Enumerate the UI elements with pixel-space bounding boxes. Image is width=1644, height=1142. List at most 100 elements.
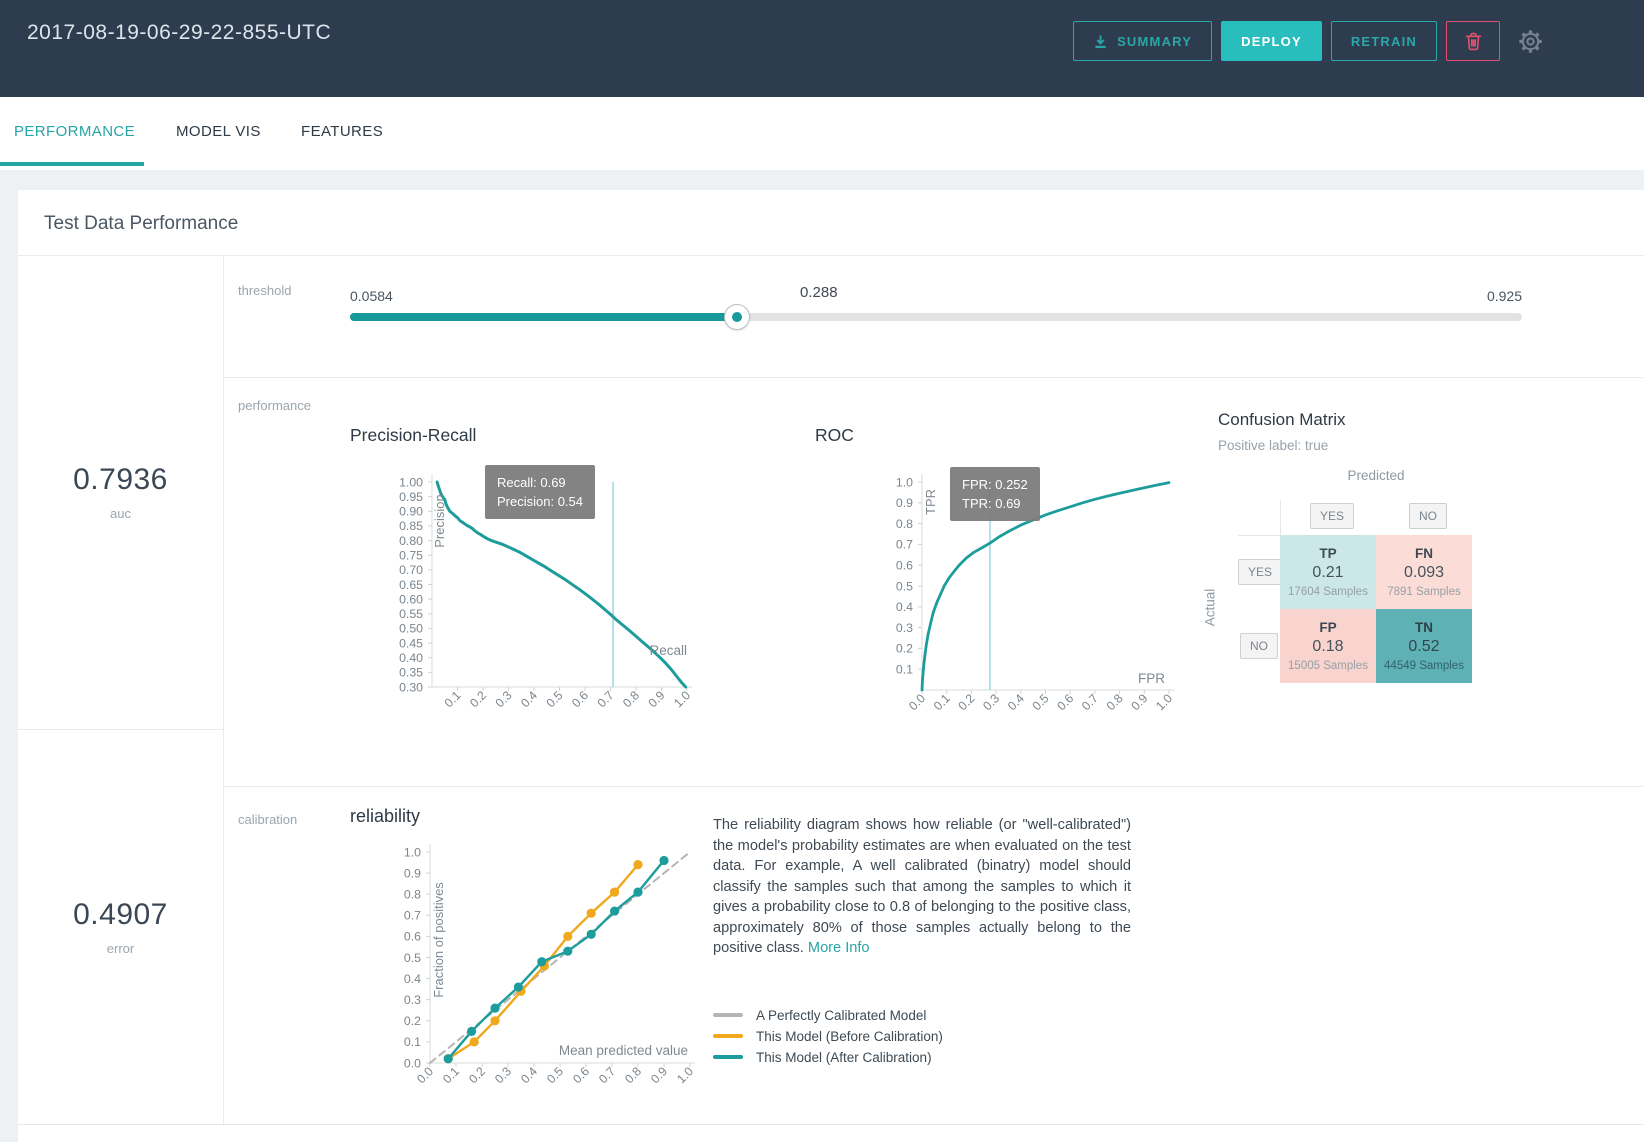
threshold-section-label: threshold xyxy=(238,283,292,298)
svg-text:0.6: 0.6 xyxy=(896,559,913,573)
svg-text:0.3: 0.3 xyxy=(404,993,421,1007)
roc-plot[interactable]: 1.0 0.9 0.8 0.7 0.6 0.5 0.4 0.3 0.2 0.1 0.0 0.1 0.2 0… xyxy=(795,455,1195,755)
svg-text:1.0: 1.0 xyxy=(671,688,693,710)
svg-text:0.30: 0.30 xyxy=(399,680,423,694)
reliability-chart: 1.0 0.9 0.8 0.7 0.6 0.5 0.4 0.3 0.2 0.1 0.0 0.0 0.1 0… xyxy=(330,838,730,1118)
svg-text:1.0: 1.0 xyxy=(674,1064,696,1086)
svg-text:0.5: 0.5 xyxy=(896,579,913,593)
svg-text:1.0: 1.0 xyxy=(1153,691,1175,713)
active-tab-underline xyxy=(0,162,144,166)
header-actions: SUMMARY DEPLOY RETRAIN xyxy=(1073,21,1544,61)
svg-text:Fraction of positives: Fraction of positives xyxy=(431,882,446,998)
svg-text:0.9: 0.9 xyxy=(646,688,668,710)
svg-text:Mean predicted value: Mean predicted value xyxy=(559,1043,688,1058)
svg-text:0.6: 0.6 xyxy=(404,930,421,944)
reliability-plot[interactable]: 1.0 0.9 0.8 0.7 0.6 0.5 0.4 0.3 0.2 0.1 0.0 0.0 0.1 0… xyxy=(330,838,730,1123)
svg-text:0.2: 0.2 xyxy=(896,642,913,656)
svg-text:0.70: 0.70 xyxy=(399,563,423,577)
trash-icon xyxy=(1464,31,1483,52)
svg-text:0.2: 0.2 xyxy=(467,688,489,710)
svg-text:0.9: 0.9 xyxy=(648,1064,670,1086)
auc-label: auc xyxy=(110,506,131,521)
svg-text:0.8: 0.8 xyxy=(404,888,421,902)
legend-item: A Perfectly Calibrated Model xyxy=(713,1008,943,1023)
predicted-axis-label: Predicted xyxy=(1347,468,1405,483)
threshold-min-label: 0.0584 xyxy=(350,288,393,304)
svg-text:0.1: 0.1 xyxy=(442,688,464,710)
actual-axis-label: Actual xyxy=(1202,588,1218,627)
threshold-value-label: 0.288 xyxy=(800,284,838,301)
svg-text:0.9: 0.9 xyxy=(1128,691,1150,713)
svg-text:0.35: 0.35 xyxy=(399,666,423,680)
svg-text:0.3: 0.3 xyxy=(493,688,515,710)
svg-text:0.0: 0.0 xyxy=(404,1056,421,1070)
precision-recall-chart: Precision-Recall 1.00 0.95 0.90 0.85 0.80 0.7… xyxy=(335,425,705,755)
svg-text:0.7: 0.7 xyxy=(404,909,421,923)
svg-text:0.2: 0.2 xyxy=(466,1064,488,1086)
svg-text:0.8: 0.8 xyxy=(620,688,642,710)
svg-text:1.0: 1.0 xyxy=(404,845,421,859)
positive-label-subtitle: Positive label: true xyxy=(1218,438,1329,453)
divider xyxy=(224,377,1644,378)
svg-text:0.6: 0.6 xyxy=(570,1064,592,1086)
svg-text:0.7: 0.7 xyxy=(596,1064,618,1086)
svg-text:0.4: 0.4 xyxy=(518,1064,540,1086)
reliability-chart-title: reliability xyxy=(350,806,421,826)
tab-performance[interactable]: PERFORMANCE xyxy=(14,123,136,140)
tab-features[interactable]: FEATURES xyxy=(301,123,384,140)
svg-text:0.5: 0.5 xyxy=(544,688,566,710)
svg-text:0.0: 0.0 xyxy=(906,691,928,713)
svg-text:0.45: 0.45 xyxy=(399,636,423,650)
precision-recall-tooltip: Recall: 0.69 Precision: 0.54 xyxy=(485,465,595,519)
gear-icon xyxy=(1517,28,1544,55)
roc-chart-title: ROC xyxy=(815,425,854,445)
svg-text:0.4: 0.4 xyxy=(896,600,913,614)
svg-text:0.4: 0.4 xyxy=(518,688,540,710)
threshold-slider[interactable] xyxy=(350,304,1522,330)
svg-text:0.60: 0.60 xyxy=(399,592,423,606)
svg-text:0.2: 0.2 xyxy=(956,691,978,713)
svg-text:TPR: TPR xyxy=(923,489,938,515)
delete-button[interactable] xyxy=(1446,21,1500,61)
tab-model-vis[interactable]: MODEL VIS xyxy=(176,123,261,140)
model-run-title: 2017-08-19-06-29-22-855-UTC xyxy=(27,21,332,44)
svg-text:0.7: 0.7 xyxy=(896,538,913,552)
svg-text:FPR: FPR xyxy=(1138,671,1165,686)
reliability-description: The reliability diagram shows how reliab… xyxy=(713,817,1131,956)
svg-text:0.1: 0.1 xyxy=(931,691,953,713)
svg-text:0.7: 0.7 xyxy=(595,688,617,710)
svg-text:0.9: 0.9 xyxy=(404,866,421,880)
threshold-slider-handle[interactable] xyxy=(723,304,750,330)
svg-text:0.5: 0.5 xyxy=(544,1064,566,1086)
svg-text:0.1: 0.1 xyxy=(440,1064,462,1086)
deploy-button[interactable]: DEPLOY xyxy=(1221,21,1322,61)
svg-text:1.0: 1.0 xyxy=(896,475,913,489)
more-info-link[interactable]: More Info xyxy=(807,940,870,956)
settings-button[interactable] xyxy=(1509,28,1544,55)
card-title: Test Data Performance xyxy=(44,213,239,234)
tn-cell: TN 0.52 44549 Samples xyxy=(1376,609,1472,683)
header-bar: 2017-08-19-06-29-22-855-UTC SUMMARY DEPL… xyxy=(0,0,1644,97)
summary-button[interactable]: SUMMARY xyxy=(1073,21,1213,61)
svg-text:0.55: 0.55 xyxy=(399,607,423,621)
svg-text:0.85: 0.85 xyxy=(399,519,423,533)
divider xyxy=(18,255,1644,256)
calibration-section-label: calibration xyxy=(238,812,298,827)
svg-text:0.9: 0.9 xyxy=(896,496,913,510)
roc-tooltip: FPR: 0.252 TPR: 0.69 xyxy=(950,467,1040,521)
precision-recall-plot[interactable]: 1.00 0.95 0.90 0.85 0.80 0.75 0.70 0.65 0.60 0.55… xyxy=(335,455,705,755)
svg-text:0.8: 0.8 xyxy=(1104,691,1126,713)
roc-chart: ROC 1.0 0.9 0.8 0.7 0.6 0.5 0.4 0.3 0.2 0.1 0.0 0.1… xyxy=(795,425,1195,755)
confusion-matrix-title: Confusion Matrix xyxy=(1218,410,1346,429)
fn-cell: FN 0.093 7891 Samples xyxy=(1376,535,1472,609)
auc-metric: 0.7936 auc xyxy=(18,255,223,729)
svg-text:0.1: 0.1 xyxy=(404,1035,421,1049)
svg-text:0.50: 0.50 xyxy=(399,622,423,636)
divider xyxy=(224,786,1644,787)
retrain-button[interactable]: RETRAIN xyxy=(1330,21,1437,61)
threshold-max-label: 0.925 xyxy=(1486,288,1522,304)
precision-recall-chart-title: Precision-Recall xyxy=(350,425,477,445)
svg-text:0.3: 0.3 xyxy=(492,1064,514,1086)
legend-item: This Model (Before Calibration) xyxy=(713,1029,943,1044)
svg-text:0.4: 0.4 xyxy=(404,972,421,986)
